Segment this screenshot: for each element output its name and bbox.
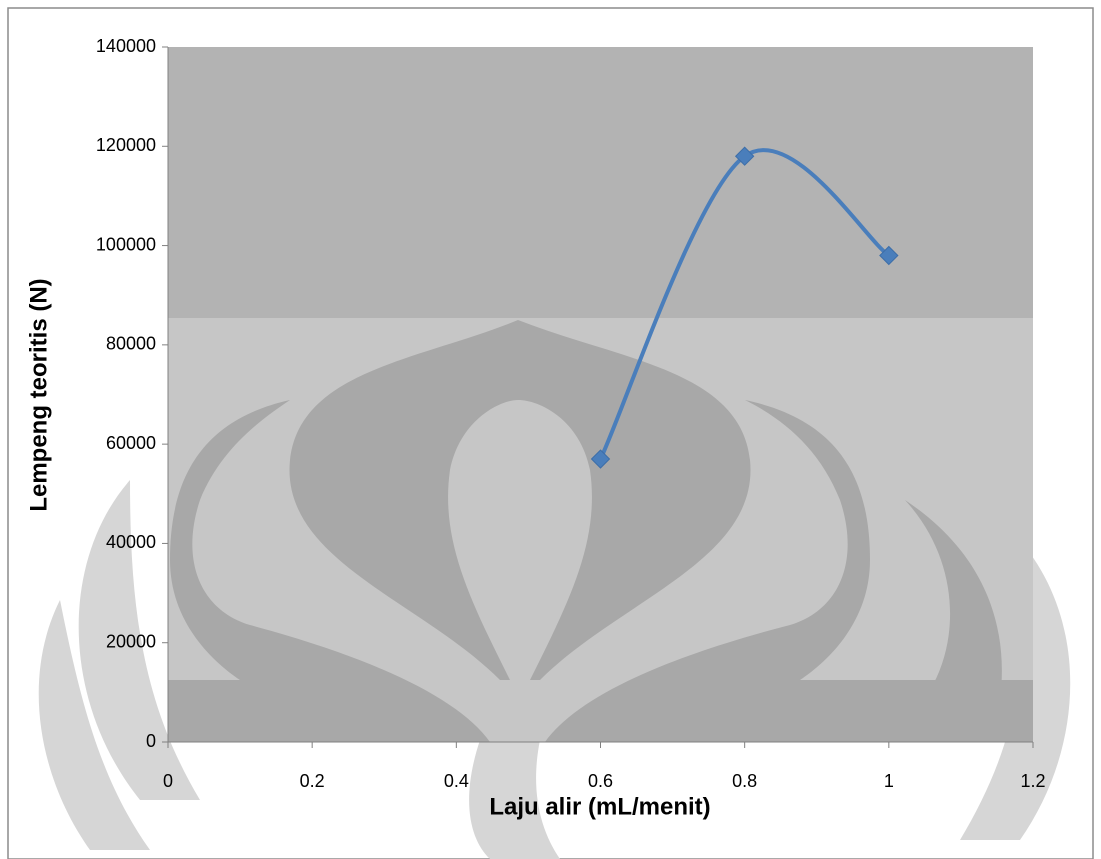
y-tick-label: 140000 (96, 36, 156, 56)
y-tick-label: 0 (146, 731, 156, 751)
x-tick-label: 1.2 (1020, 771, 1045, 791)
x-tick-label: 0 (163, 771, 173, 791)
x-tick-label: 0.8 (732, 771, 757, 791)
y-tick-label: 100000 (96, 234, 156, 254)
x-axis-title: Laju alir (mL/menit) (489, 793, 710, 820)
x-tick-label: 0.4 (444, 771, 469, 791)
plot-area-top (168, 47, 1033, 318)
x-tick-label: 1 (884, 771, 894, 791)
y-tick-label: 20000 (106, 631, 156, 651)
y-tick-label: 60000 (106, 433, 156, 453)
y-tick-label: 80000 (106, 334, 156, 354)
x-tick-label: 0.6 (588, 771, 613, 791)
chart: Lempeng teoritis (N) Laju alir (mL/menit… (0, 0, 1101, 859)
y-tick-label: 120000 (96, 135, 156, 155)
y-tick-label: 40000 (106, 532, 156, 552)
x-tick-label: 0.2 (300, 771, 325, 791)
y-axis-title: Lempeng teoritis (N) (25, 278, 52, 511)
